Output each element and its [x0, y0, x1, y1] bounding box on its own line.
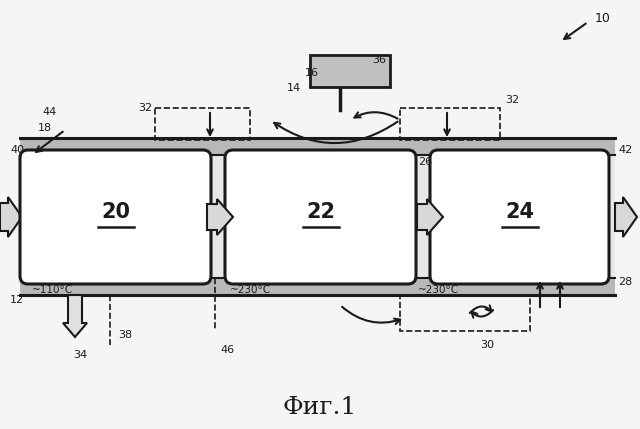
- Bar: [310, 55, 390, 87]
- Bar: [400, 296, 530, 331]
- Text: 26: 26: [418, 157, 432, 167]
- FancyArrow shape: [0, 197, 22, 237]
- Text: 16: 16: [305, 68, 319, 78]
- FancyArrow shape: [615, 197, 637, 237]
- Bar: [400, 108, 500, 140]
- FancyArrow shape: [207, 199, 233, 235]
- Text: 10: 10: [595, 12, 611, 24]
- Bar: [155, 108, 250, 140]
- Text: 22: 22: [306, 202, 335, 222]
- FancyBboxPatch shape: [20, 150, 211, 284]
- Text: ~230°C: ~230°C: [230, 285, 271, 295]
- FancyArrow shape: [63, 295, 87, 337]
- Text: 32: 32: [505, 95, 519, 105]
- Text: 38: 38: [118, 330, 132, 340]
- Bar: [20, 138, 615, 155]
- Text: 30: 30: [480, 340, 494, 350]
- FancyBboxPatch shape: [430, 150, 609, 284]
- Bar: [20, 278, 615, 295]
- Text: 28: 28: [618, 277, 632, 287]
- Text: ~230°C: ~230°C: [418, 285, 459, 295]
- Bar: [20, 138, 615, 295]
- Text: Фиг.1: Фиг.1: [283, 396, 357, 420]
- Text: 40: 40: [10, 145, 24, 155]
- Text: 36: 36: [372, 55, 386, 65]
- Text: ~110°C: ~110°C: [32, 285, 73, 295]
- FancyBboxPatch shape: [225, 150, 416, 284]
- Text: 46: 46: [220, 345, 234, 355]
- Text: 44: 44: [42, 107, 56, 117]
- Text: 12: 12: [10, 295, 24, 305]
- Text: 18: 18: [38, 123, 52, 133]
- Text: 34: 34: [73, 350, 87, 360]
- Text: 32: 32: [138, 103, 152, 113]
- Text: 14: 14: [287, 83, 301, 93]
- Text: 42: 42: [618, 145, 632, 155]
- Text: 20: 20: [101, 202, 130, 222]
- Text: 24: 24: [505, 202, 534, 222]
- FancyArrow shape: [417, 199, 443, 235]
